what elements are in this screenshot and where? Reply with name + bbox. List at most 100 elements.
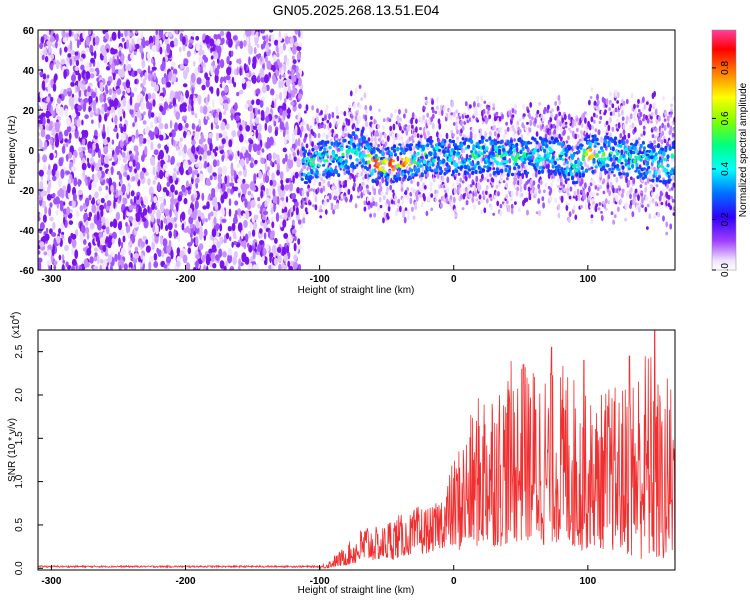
spectrogram-cell bbox=[537, 183, 541, 190]
spectrogram-cell bbox=[38, 132, 41, 137]
spectrogram-cell bbox=[222, 130, 228, 138]
spectrogram-cell bbox=[38, 195, 43, 201]
spectrogram-cell bbox=[132, 122, 136, 128]
spectrogram-cell bbox=[489, 196, 493, 202]
spectrogram-cell bbox=[524, 126, 528, 132]
spectrogram-cell bbox=[655, 193, 659, 200]
spectrogram-cell bbox=[111, 31, 117, 41]
spectrogram-cell bbox=[228, 139, 233, 148]
spectrogram-cell bbox=[221, 81, 226, 90]
spectrogram-cell bbox=[499, 204, 503, 209]
spectrogram-cell bbox=[534, 117, 537, 125]
spectrogram-cell bbox=[75, 59, 80, 67]
spectrogram-cell bbox=[139, 113, 142, 122]
spectrogram-cell bbox=[497, 133, 500, 138]
spectrogram-cell bbox=[596, 183, 600, 188]
spectrogram-cell bbox=[118, 50, 122, 57]
spectrogram-cell bbox=[346, 177, 350, 182]
spectrogram-cell bbox=[134, 102, 140, 112]
spectrogram-cell bbox=[190, 213, 196, 219]
spectrogram-cell bbox=[354, 203, 358, 209]
spectrogram-cell bbox=[394, 199, 398, 205]
spectrogram-cell bbox=[358, 104, 362, 109]
spectrogram-cell bbox=[291, 45, 297, 55]
spectrogram-cell bbox=[222, 95, 227, 101]
spectrogram-cell bbox=[88, 95, 93, 104]
spectrogram-cell bbox=[314, 204, 318, 211]
spectrogram-cell bbox=[228, 208, 232, 217]
spectrogram-cell bbox=[111, 139, 115, 145]
spectrogram-cell bbox=[159, 105, 164, 112]
spectrogram-cell bbox=[403, 216, 407, 224]
spectrogram-cell bbox=[152, 180, 156, 185]
spectrogram-cell bbox=[124, 30, 128, 37]
spectrogram-cell bbox=[99, 166, 103, 171]
spectrogram-cell bbox=[47, 174, 50, 182]
spectrogram-cell bbox=[195, 43, 201, 52]
spectrogram-cell bbox=[148, 102, 153, 112]
spectrogram-cell bbox=[234, 102, 238, 112]
spectrogram-cell bbox=[153, 72, 157, 81]
spectrogram-cell bbox=[672, 96, 675, 101]
spectrogram-cell bbox=[328, 113, 331, 120]
spectrogram-cell bbox=[148, 109, 152, 119]
spectrogram-cell bbox=[303, 165, 306, 170]
spectrogram-cell bbox=[231, 241, 234, 248]
spectrogram-cell bbox=[162, 77, 167, 85]
spectrogram-cell bbox=[207, 94, 210, 103]
spectrogram-cell bbox=[617, 122, 621, 129]
spectrogram-cell bbox=[198, 259, 203, 265]
spectrogram-cell bbox=[144, 171, 149, 177]
spectrogram-cell bbox=[419, 185, 422, 193]
spectrogram-cell bbox=[596, 192, 599, 196]
spectrogram-cell bbox=[71, 125, 76, 131]
spectrogram-cell bbox=[47, 83, 51, 93]
spectrogram-cell bbox=[182, 44, 186, 52]
spectrogram-cell bbox=[194, 199, 199, 210]
spectrogram-cell bbox=[53, 237, 57, 246]
spectrogram-cell bbox=[140, 31, 143, 40]
spectrogram-cell bbox=[260, 116, 265, 121]
spectrogram-cell bbox=[237, 150, 240, 157]
spectrogram-cell bbox=[514, 172, 517, 178]
spectrogram-cell bbox=[210, 87, 214, 94]
spectrogram-cell bbox=[238, 258, 242, 267]
spectrogram-cell bbox=[296, 157, 301, 168]
spectrogram-cell bbox=[84, 114, 89, 120]
spectrogram-cell bbox=[137, 94, 141, 104]
spectrogram-cell bbox=[179, 103, 184, 113]
spectrogram-cell bbox=[251, 99, 255, 105]
spectrogram-cell bbox=[74, 229, 79, 237]
spectrogram-cell bbox=[55, 40, 58, 49]
spectrogram-cell bbox=[377, 207, 380, 212]
spectrogram-cell bbox=[452, 122, 456, 126]
spectrogram-cell bbox=[469, 133, 473, 140]
spectrogram-cell bbox=[633, 126, 637, 133]
spectrogram-cell bbox=[369, 105, 372, 111]
spectrogram-cell bbox=[663, 124, 667, 131]
spectrogram-cell bbox=[475, 175, 479, 183]
spectrogram-cell bbox=[159, 46, 163, 55]
spectrogram-cell bbox=[305, 143, 309, 149]
spectrogram-cell bbox=[203, 264, 207, 270]
spectrogram-cell bbox=[290, 43, 294, 48]
spectrogram-cell bbox=[333, 185, 337, 190]
spectrogram-cell bbox=[103, 102, 108, 113]
spectrogram-cell bbox=[240, 229, 244, 240]
spectrogram-cell bbox=[282, 147, 287, 153]
spectrogram-cell bbox=[261, 96, 265, 101]
spectrogram-cell bbox=[539, 180, 543, 185]
spectrogram-cell bbox=[646, 101, 649, 105]
spectrogram-cell bbox=[465, 153, 469, 160]
spectrogram-cell bbox=[178, 46, 182, 53]
spectrogram-cell bbox=[217, 182, 221, 190]
spectrogram-cell bbox=[278, 189, 284, 197]
spectrogram-cell bbox=[608, 107, 611, 112]
spectrogram-cell bbox=[169, 208, 172, 218]
spectrogram-cell bbox=[287, 260, 291, 268]
spectrogram-cell bbox=[244, 103, 249, 110]
spectrogram-cell bbox=[109, 221, 113, 228]
spectrogram-cell bbox=[426, 112, 430, 118]
spectrogram-cell bbox=[243, 219, 248, 228]
spectrogram-cell bbox=[538, 188, 541, 194]
